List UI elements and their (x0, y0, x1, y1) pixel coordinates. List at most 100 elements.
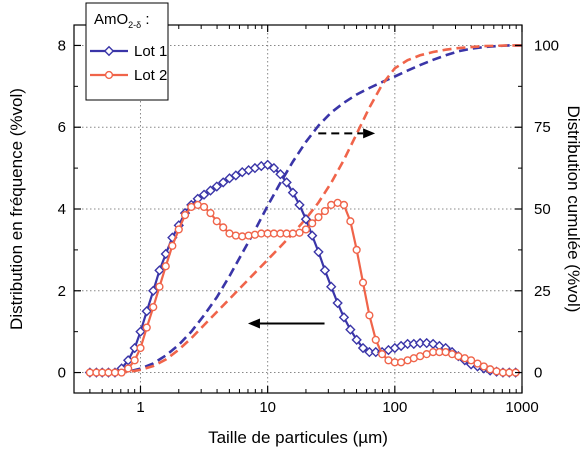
y-left-tick-label: 8 (58, 37, 66, 54)
data-point (124, 364, 133, 373)
legend-entry-label: Lot 2 (134, 67, 167, 84)
cumulative-line (89, 44, 522, 374)
x-axis-title: Taille de particules (µm) (208, 428, 388, 447)
data-point (281, 177, 292, 188)
legend: AmO2-δ : Lot 1 Lot 2 (85, 2, 169, 101)
data-point (154, 265, 165, 276)
data-point (275, 169, 286, 180)
data-point (160, 248, 171, 260)
data-point (421, 337, 432, 349)
y-right-tick-label: 25 (534, 283, 551, 300)
data-point (301, 225, 311, 234)
data-point (287, 187, 299, 198)
series-1 (85, 198, 520, 377)
data-point (339, 200, 349, 210)
data-point (149, 303, 158, 312)
data-point (142, 323, 151, 332)
data-point (250, 230, 260, 239)
data-point (212, 217, 221, 226)
data-point (141, 306, 152, 317)
data-point (104, 368, 113, 377)
arrow-head (363, 128, 376, 139)
data-point (351, 334, 362, 346)
data-point (319, 265, 331, 276)
data-point (174, 225, 183, 234)
data-point (230, 170, 242, 181)
y-left-tick-label: 2 (58, 283, 66, 300)
data-point (211, 181, 222, 192)
series-3 (89, 44, 522, 374)
data-point (136, 343, 145, 353)
y-right-tick-label: 0 (534, 365, 542, 382)
y-right-tick-label: 50 (534, 201, 551, 218)
data-point (206, 208, 215, 218)
y-right-tick-label: 75 (534, 119, 551, 136)
data-point (161, 262, 170, 271)
cumulative-line (89, 44, 522, 374)
data-point (199, 202, 209, 212)
data-point (308, 219, 317, 228)
data-point (357, 342, 369, 354)
x-tick-label: 1000 (505, 399, 538, 416)
data-point (148, 285, 159, 296)
data-point (320, 206, 330, 216)
data-point (307, 230, 318, 241)
annotation-arrows (247, 128, 376, 329)
x-tick-label: 1 (136, 399, 144, 416)
data-point (262, 159, 273, 171)
data-point (110, 368, 120, 377)
data-point (294, 199, 305, 211)
y-axis-left-title: Distribution en fréquence (%vol) (7, 88, 26, 330)
legend-title-main: AmO (94, 11, 128, 28)
data-point (358, 278, 368, 287)
data-point (377, 350, 387, 359)
data-point (219, 223, 228, 232)
legend-entry-label: Lot 1 (134, 43, 167, 60)
y-right-tick-label: 100 (534, 37, 559, 54)
y-left-tick-label: 4 (58, 201, 66, 218)
data-point (313, 246, 324, 258)
data-point (168, 241, 177, 250)
data-point (198, 189, 210, 200)
x-tick-label: 100 (382, 399, 407, 416)
data-point (352, 245, 361, 254)
data-point (338, 312, 350, 323)
arrow-head (247, 318, 260, 329)
data-point (180, 211, 190, 220)
data-point (314, 213, 323, 222)
data-point (326, 281, 337, 292)
data-point (218, 177, 229, 188)
data-point (479, 362, 488, 371)
series-2 (89, 44, 522, 374)
legend-title: AmO2-δ : (94, 11, 150, 30)
data-point (155, 282, 164, 291)
data-point (135, 326, 146, 337)
axis-ticks: 1 10 100 1000 0 2 4 6 8 0 25 50 75 100 (58, 25, 559, 416)
data-point (117, 368, 126, 377)
data-point (345, 324, 356, 335)
y-left-tick-label: 6 (58, 119, 66, 136)
legend-marker (103, 45, 115, 57)
data-point (371, 335, 380, 344)
data-point (467, 356, 476, 365)
legend-title-subscript: 2-δ (128, 20, 141, 30)
data-point (396, 358, 406, 367)
data-point (332, 297, 343, 309)
data-point (268, 162, 280, 174)
legend-title-suffix: : (141, 11, 149, 28)
data-point (269, 229, 279, 238)
data-point (288, 229, 298, 238)
data-point (346, 217, 355, 226)
data-point (295, 228, 304, 237)
y-left-tick-label: 0 (58, 365, 66, 382)
data-point (415, 352, 425, 361)
legend-marker (104, 70, 114, 80)
data-point (130, 356, 139, 365)
data-point (300, 214, 312, 225)
data-point (365, 311, 374, 320)
series-layer (84, 44, 522, 378)
data-point (85, 368, 94, 377)
x-tick-label: 10 (259, 399, 276, 416)
data-point (492, 367, 501, 376)
